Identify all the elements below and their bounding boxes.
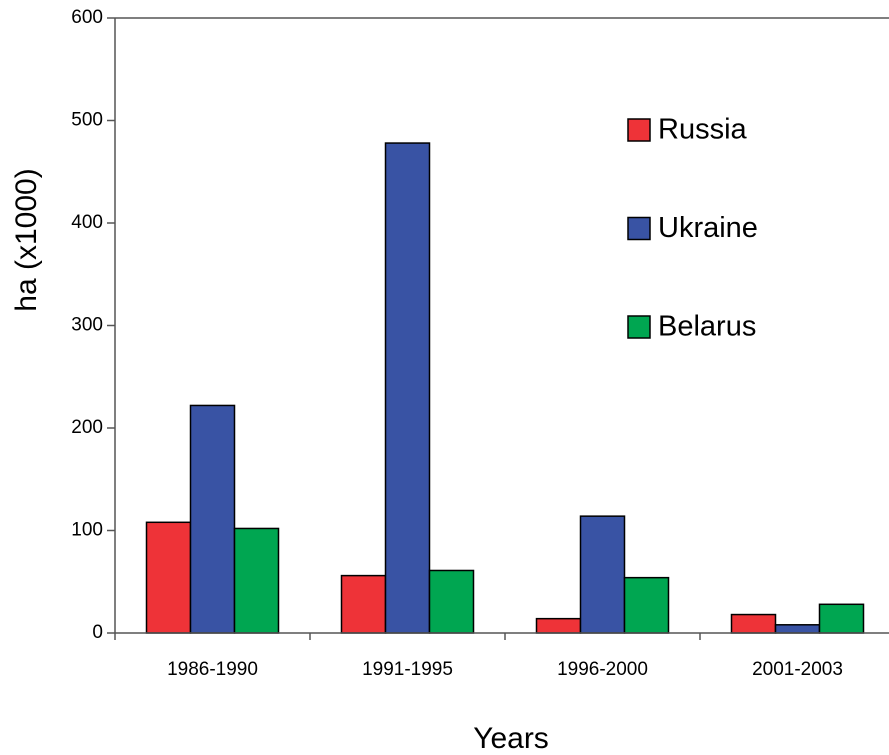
y-axis-title: ha (x1000) — [10, 168, 43, 311]
x-tick-label: 1996-2000 — [557, 659, 648, 680]
bar — [623, 576, 670, 634]
legend-label: Belarus — [658, 311, 756, 343]
bar — [189, 404, 236, 634]
bar — [579, 515, 626, 634]
y-tick-label: 200 — [71, 417, 103, 438]
bar — [340, 574, 387, 634]
bar — [535, 617, 582, 634]
x-tick-label: 2001-2003 — [752, 659, 843, 680]
x-tick-label: 1991-1995 — [362, 659, 453, 680]
bar — [774, 624, 821, 634]
legend-label: Russia — [658, 114, 748, 146]
legend-swatch — [627, 315, 651, 339]
legend-label: Ukraine — [658, 212, 758, 244]
bar — [730, 613, 777, 634]
y-tick-label: 400 — [71, 212, 103, 233]
bar — [233, 527, 280, 634]
legend-swatch — [627, 118, 651, 142]
x-tick-label: 1986-1990 — [167, 659, 258, 680]
y-tick-label: 500 — [71, 110, 103, 131]
y-tick-label: 0 — [92, 622, 103, 643]
bar — [145, 521, 192, 634]
legend-swatch — [627, 216, 651, 241]
bar — [428, 569, 475, 634]
y-tick-label: 300 — [71, 315, 103, 336]
x-axis-title: Years — [473, 722, 549, 755]
bar — [384, 142, 431, 634]
bar — [818, 603, 865, 634]
y-tick-label: 600 — [71, 7, 103, 28]
y-tick-label: 100 — [71, 520, 103, 541]
